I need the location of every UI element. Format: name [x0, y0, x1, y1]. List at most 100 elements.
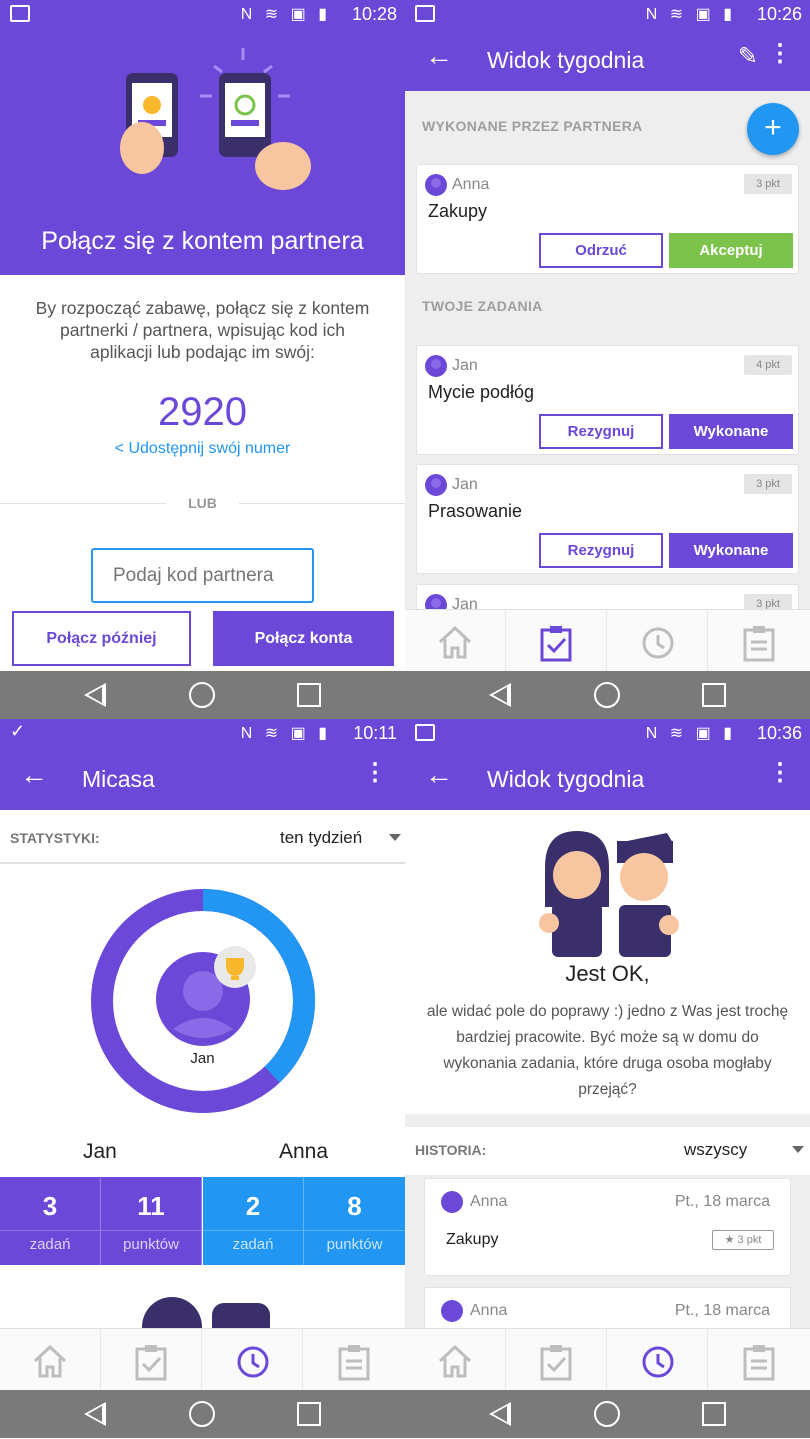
avatar: [425, 474, 447, 496]
tab-history[interactable]: [607, 610, 708, 672]
tab-tasks[interactable]: [506, 610, 607, 672]
history-icon: [237, 1346, 269, 1378]
task-owner: Jan: [452, 476, 478, 493]
task-card: Jan 4 pkt Mycie podłóg Rezygnuj Wykonane: [416, 345, 799, 455]
dropdown-caret-icon[interactable]: [792, 1146, 804, 1153]
tab-tasks[interactable]: [506, 1329, 607, 1391]
more-vert-icon[interactable]: ⋮: [363, 759, 387, 786]
status-time: 10:36: [756, 723, 802, 743]
status-icons: N ≋ ▣ ▮: [240, 725, 331, 742]
partner-code-input[interactable]: [91, 548, 314, 603]
dropdown-caret-icon[interactable]: [389, 834, 401, 841]
stat-label: zadań: [203, 1230, 303, 1253]
task-card: Jan 3 pkt Prasowanie Rezygnuj Wykonane: [416, 464, 799, 574]
add-task-button[interactable]: +: [747, 103, 799, 155]
share-icon: <: [114, 440, 125, 457]
home-nav-icon[interactable]: [594, 1401, 620, 1427]
tab-tasks[interactable]: [101, 1329, 202, 1391]
avatar: [441, 1300, 463, 1322]
tab-history[interactable]: [202, 1329, 303, 1391]
system-nav-bar: [0, 671, 405, 719]
recent-apps-icon[interactable]: [297, 683, 321, 707]
home-nav-icon[interactable]: [189, 682, 215, 708]
home-nav-icon[interactable]: [594, 682, 620, 708]
history-icon: [642, 627, 674, 659]
stat-number: 11: [137, 1191, 165, 1221]
reject-button[interactable]: Odrzuć: [539, 233, 663, 268]
task-owner: Jan: [452, 357, 478, 374]
history-date: Pt., 18 marca: [674, 1193, 770, 1210]
connect-accounts-button[interactable]: Połącz konta: [213, 611, 394, 666]
week-summary-screen: N ≋ ▣ ▮ 10:36 ← Widok tygodnia ⋮ Jest OK…: [405, 719, 810, 1438]
tab-list[interactable]: [303, 1329, 404, 1391]
back-arrow-icon[interactable]: ←: [425, 759, 453, 790]
recent-apps-icon[interactable]: [297, 1402, 321, 1426]
task-name: Mycie podłóg: [428, 382, 535, 402]
bottom-tab-bar: [405, 609, 810, 672]
history-card[interactable]: Anna Pt., 18 marca Zakupy ★ 3 pkt: [424, 1178, 791, 1276]
avatar: [441, 1191, 463, 1213]
stat-label: punktów: [101, 1230, 201, 1253]
share-donut-chart: [91, 889, 315, 1113]
task-owner: Jan: [452, 596, 478, 613]
more-vert-icon[interactable]: ⋮: [768, 40, 792, 67]
tab-history[interactable]: [607, 1329, 708, 1391]
divider: [239, 503, 405, 504]
history-owner: Anna: [470, 1193, 508, 1210]
recent-apps-icon[interactable]: [702, 683, 726, 707]
back-nav-icon[interactable]: [489, 683, 511, 707]
status-bar: N ≋ ▣ ▮ 10:26: [405, 0, 810, 28]
system-nav-bar: [405, 1390, 810, 1438]
back-nav-icon[interactable]: [84, 683, 106, 707]
done-button[interactable]: Wykonane: [669, 414, 793, 449]
stat-number: 3: [42, 1191, 58, 1221]
task-name: Prasowanie: [428, 501, 523, 521]
accept-button[interactable]: Akceptuj: [669, 233, 793, 268]
section-partner-label: WYKONANE PRZEZ PARTNERA: [422, 118, 643, 134]
resign-button[interactable]: Rezygnuj: [539, 533, 663, 568]
history-filter-select[interactable]: wszyscy: [684, 1140, 748, 1159]
home-nav-icon[interactable]: [189, 1401, 215, 1427]
bottom-tab-bar: [0, 1328, 405, 1391]
player1-name: Jan: [83, 1140, 117, 1163]
resign-button[interactable]: Rezygnuj: [539, 414, 663, 449]
share-label: Udostępnij swój numer: [128, 440, 291, 457]
avatar: [425, 174, 447, 196]
period-select[interactable]: ten tydzień: [280, 828, 363, 847]
avatar: [425, 355, 447, 377]
section-yours-label: TWOJE ZADANIA: [422, 298, 543, 314]
connect-later-button[interactable]: Połącz później: [12, 611, 191, 666]
done-button[interactable]: Wykonane: [669, 533, 793, 568]
stat-cell: 11 punktów: [101, 1177, 202, 1265]
stats-screen: ✓ N ≋ ▣ ▮ 10:11 ← Micasa ⋮ STATYSTYKI: t…: [0, 719, 405, 1438]
leader-name: Jan: [190, 1050, 215, 1067]
points-badge: ★ 3 pkt: [712, 1230, 774, 1250]
points-badge: 3 pkt: [744, 474, 792, 494]
home-icon: [438, 625, 472, 659]
back-nav-icon[interactable]: [489, 1402, 511, 1426]
list-icon: [338, 1345, 369, 1381]
more-vert-icon[interactable]: ⋮: [768, 759, 792, 786]
status-bar: N ≋ ▣ ▮ 10:28: [0, 0, 405, 28]
back-arrow-icon[interactable]: ←: [20, 759, 48, 790]
tab-list[interactable]: [708, 1329, 809, 1391]
back-arrow-icon[interactable]: ←: [425, 40, 453, 71]
recent-apps-icon[interactable]: [702, 1402, 726, 1426]
tab-home[interactable]: [0, 1329, 101, 1391]
share-number-link[interactable]: < Udostępnij swój numer: [0, 440, 405, 458]
clipboard-check-icon: [540, 626, 572, 662]
tab-home[interactable]: [405, 610, 506, 672]
tab-list[interactable]: [708, 610, 809, 672]
stat-label: zadań: [0, 1230, 100, 1253]
clipboard-check-icon: [135, 1345, 167, 1381]
avatar-face: [183, 971, 223, 1011]
tab-home[interactable]: [405, 1329, 506, 1391]
history-task-name: Zakupy: [446, 1231, 499, 1248]
stat-number: 2: [245, 1191, 261, 1221]
donut-anna-segment: [202, 889, 315, 1083]
history-owner: Anna: [470, 1302, 508, 1319]
couple-thumbs-up-illustration: [539, 831, 679, 957]
back-nav-icon[interactable]: [84, 1402, 106, 1426]
pencil-icon[interactable]: ✎: [737, 43, 758, 70]
history-date: Pt., 18 marca: [674, 1302, 770, 1319]
